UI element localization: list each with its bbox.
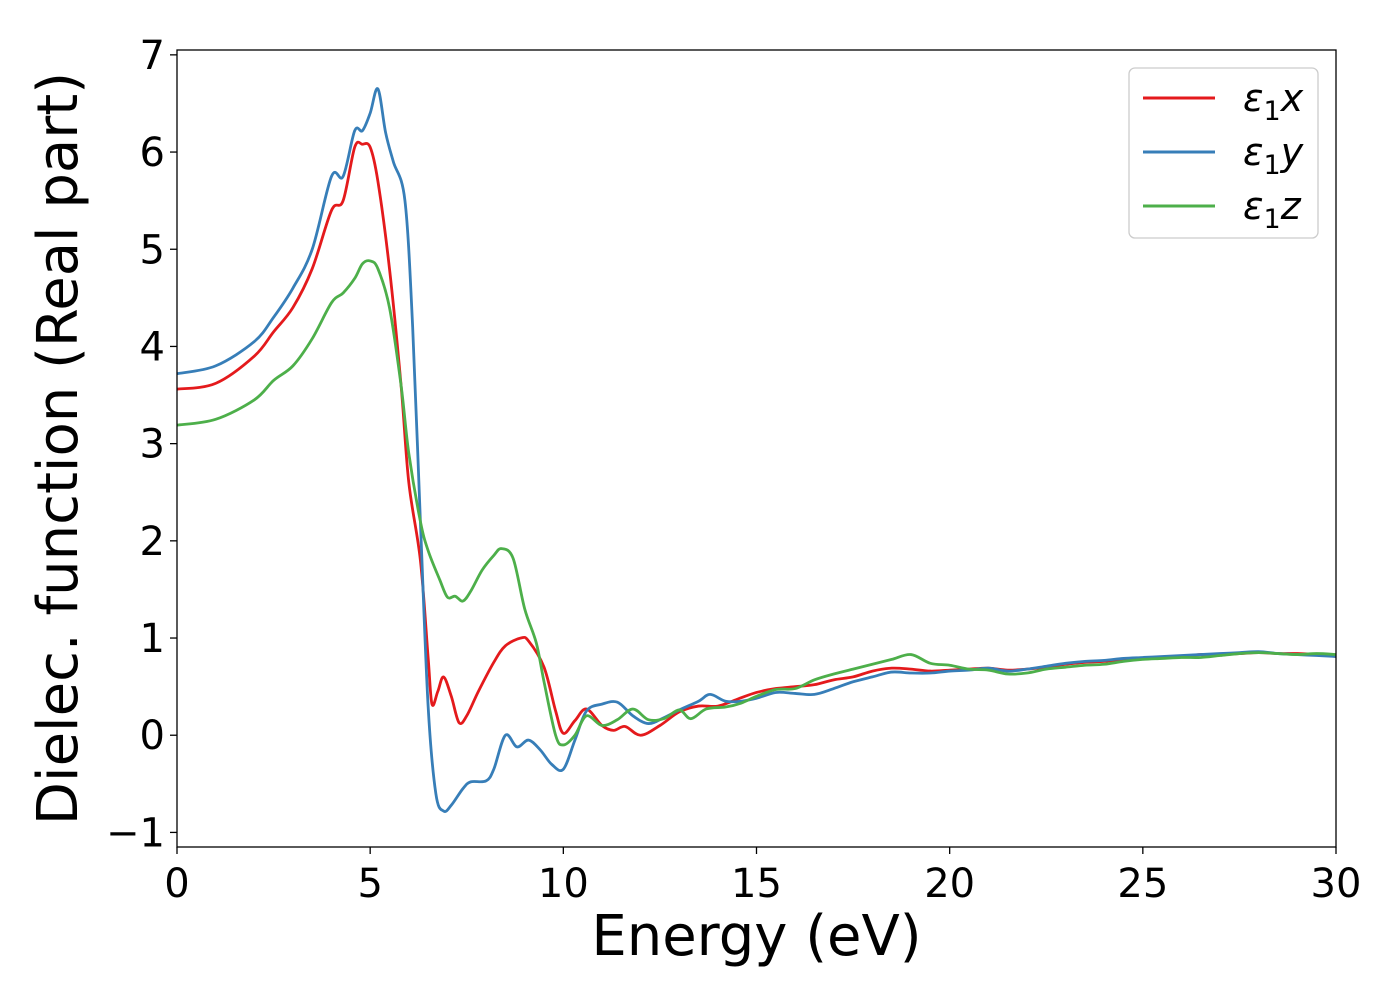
series-line-z <box>177 259 1336 747</box>
y-tick-label: −1 <box>106 810 165 856</box>
y-tick-label: 3 <box>140 422 165 468</box>
x-tick-label: 5 <box>357 861 382 907</box>
ticks-layer: 0 5 10 15 20 25 30 −1 0 1 2 3 4 5 6 7 <box>106 33 1361 907</box>
x-axis-title: Energy (eV) <box>591 904 921 969</box>
y-tick-label: 7 <box>140 33 165 79</box>
y-tick-label: 2 <box>140 519 165 565</box>
legend-box <box>1128 67 1319 239</box>
y-tick-label: 0 <box>140 713 165 759</box>
x-tick-label: 15 <box>731 861 782 907</box>
series-line-y <box>177 87 1336 813</box>
y-tick-label: 1 <box>140 616 165 662</box>
legend-label-z: ε1z <box>1243 184 1302 235</box>
y-axis-title: Dielec. function (Real part) <box>26 72 91 825</box>
x-tick-label: 10 <box>538 861 589 907</box>
legend-label-y: ε1y <box>1243 130 1304 181</box>
x-tick-label: 0 <box>164 861 189 907</box>
x-tick-label: 30 <box>1311 861 1362 907</box>
x-tick-label: 20 <box>924 861 975 907</box>
y-tick-label: 5 <box>140 227 165 273</box>
x-tick-label: 25 <box>1117 861 1168 907</box>
y-tick-label: 4 <box>140 324 165 370</box>
y-tick-label: 6 <box>140 130 165 176</box>
series-layer <box>177 87 1336 813</box>
legend-label-x: ε1x <box>1243 76 1304 127</box>
